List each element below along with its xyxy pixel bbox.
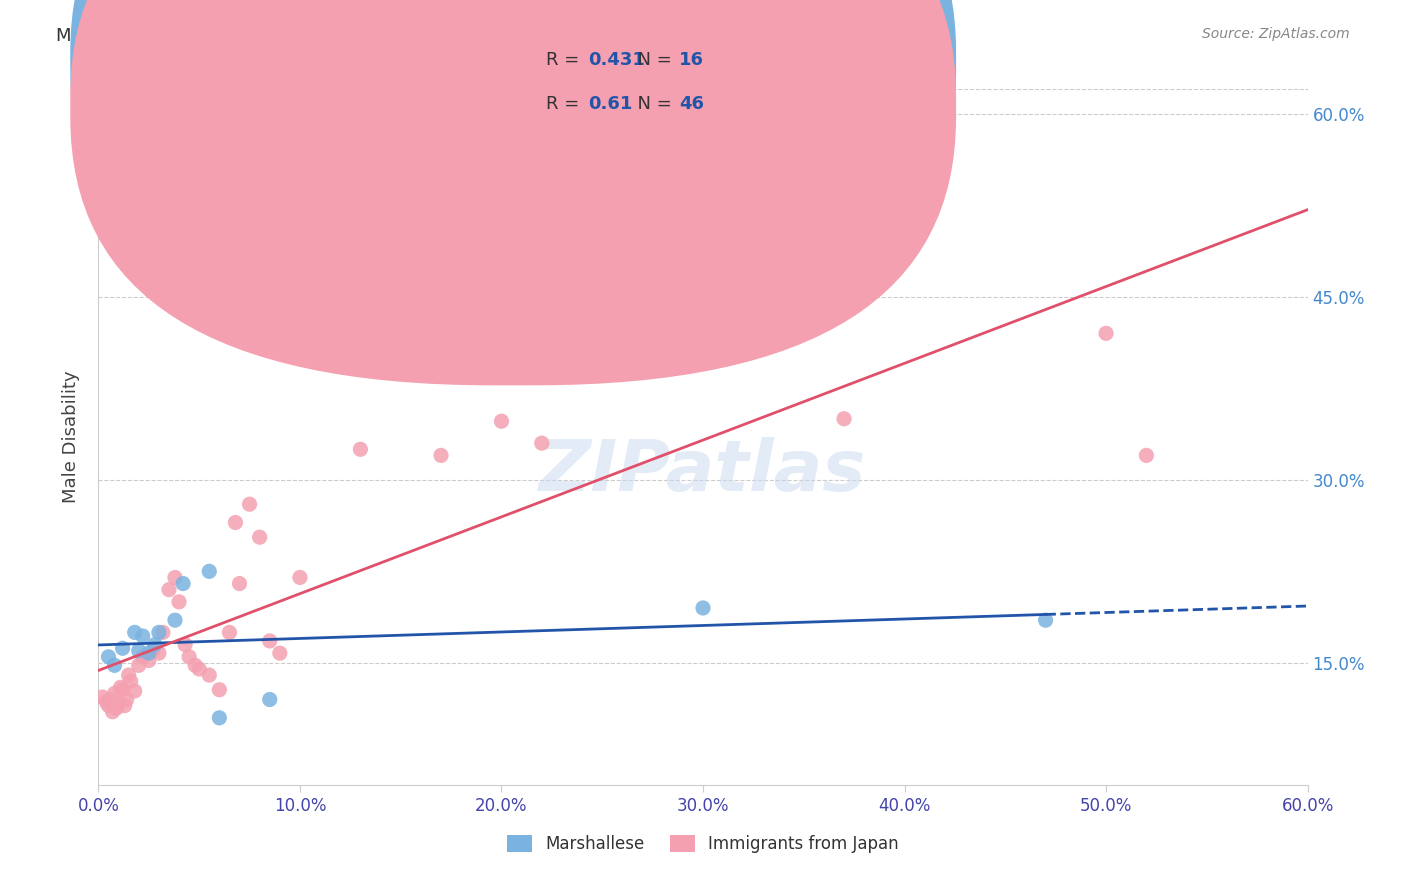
Text: N =: N = — [626, 95, 678, 113]
Point — [101, 705, 124, 719]
Point — [107, 696, 129, 710]
Point — [148, 625, 170, 640]
Text: N =: N = — [626, 51, 678, 69]
Point — [111, 682, 134, 697]
Text: 46: 46 — [679, 95, 704, 113]
Text: Source: ZipAtlas.com: Source: ZipAtlas.com — [1202, 27, 1350, 41]
Point — [184, 658, 207, 673]
Y-axis label: Male Disability: Male Disability — [62, 371, 80, 503]
Point — [430, 449, 453, 463]
Point — [115, 692, 138, 706]
Point — [208, 682, 231, 697]
Point — [259, 692, 281, 706]
Point — [174, 638, 197, 652]
Point — [152, 625, 174, 640]
Point — [239, 497, 262, 511]
Point — [179, 649, 201, 664]
Text: R =: R = — [546, 95, 585, 113]
Point — [91, 690, 114, 704]
Point — [128, 658, 150, 673]
Point — [1095, 326, 1118, 341]
Point — [124, 684, 146, 698]
Point — [188, 662, 211, 676]
Text: 0.431: 0.431 — [588, 51, 644, 69]
Point — [832, 411, 855, 425]
Text: ZIPatlas: ZIPatlas — [540, 437, 866, 507]
Point — [172, 576, 194, 591]
Point — [163, 613, 186, 627]
Point — [138, 646, 160, 660]
Text: 0.61: 0.61 — [588, 95, 633, 113]
Point — [349, 442, 371, 457]
Point — [198, 668, 221, 682]
Point — [249, 530, 271, 544]
Point — [111, 641, 134, 656]
Text: R =: R = — [546, 51, 585, 69]
Point — [269, 646, 291, 660]
Point — [103, 658, 125, 673]
Text: MARSHALLESE VS IMMIGRANTS FROM JAPAN MALE DISABILITY CORRELATION CHART: MARSHALLESE VS IMMIGRANTS FROM JAPAN MAL… — [56, 27, 814, 45]
Legend: Marshallese, Immigrants from Japan: Marshallese, Immigrants from Japan — [501, 829, 905, 860]
Point — [110, 681, 132, 695]
Point — [259, 634, 281, 648]
Point — [692, 601, 714, 615]
Point — [224, 516, 246, 530]
Point — [142, 643, 165, 657]
Point — [132, 629, 155, 643]
Point — [167, 595, 190, 609]
Point — [97, 698, 120, 713]
Point — [1135, 449, 1157, 463]
Point — [530, 436, 553, 450]
Point — [218, 625, 240, 640]
Point — [228, 576, 250, 591]
Point — [1035, 613, 1057, 627]
Point — [120, 674, 142, 689]
Point — [198, 565, 221, 579]
Point — [143, 638, 166, 652]
Text: 16: 16 — [679, 51, 704, 69]
Point — [100, 692, 122, 706]
Point — [288, 570, 311, 584]
Point — [97, 649, 120, 664]
Point — [103, 686, 125, 700]
Point — [208, 711, 231, 725]
Point — [128, 643, 150, 657]
Point — [148, 646, 170, 660]
Point — [118, 668, 141, 682]
Point — [163, 570, 186, 584]
Point — [124, 625, 146, 640]
Point — [96, 695, 118, 709]
Point — [105, 701, 128, 715]
Point — [491, 414, 513, 428]
Point — [114, 698, 136, 713]
Point — [132, 649, 155, 664]
Point — [157, 582, 180, 597]
Point — [591, 217, 613, 231]
Point — [138, 653, 160, 667]
